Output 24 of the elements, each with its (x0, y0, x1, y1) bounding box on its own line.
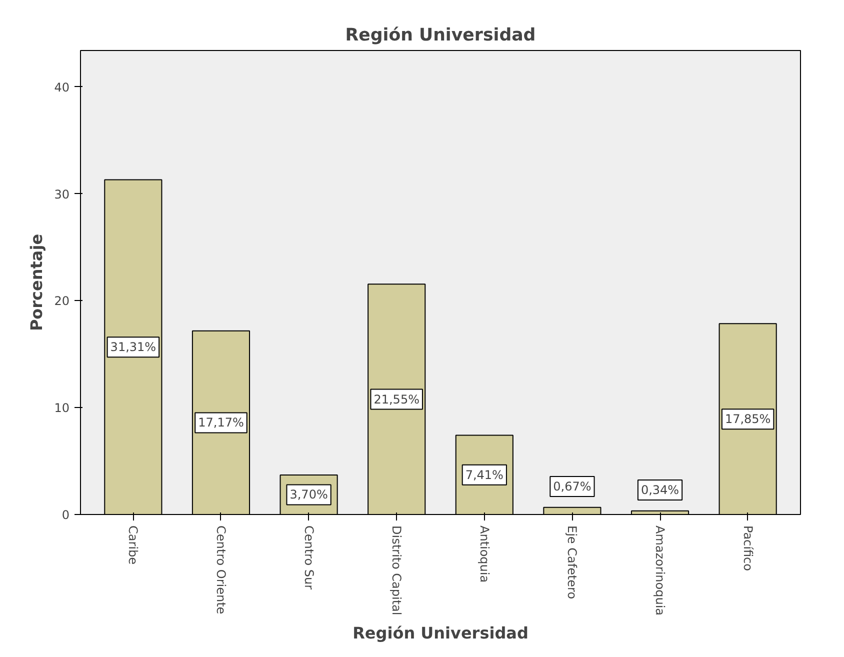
x-tick-label: Pacífico (740, 526, 755, 571)
data-label: 3,70% (290, 488, 328, 502)
x-axis-title: Región Universidad (352, 624, 528, 643)
data-label: 17,85% (724, 412, 771, 426)
chart-title: Región Universidad (345, 26, 536, 46)
x-tick-label: Eje Cafetero (565, 526, 580, 600)
data-label: 0,67% (553, 479, 592, 494)
x-tick-label: Caribe (126, 526, 140, 564)
y-tick-label: 10 (54, 401, 70, 416)
x-tick-label: Centro Sur (302, 526, 316, 590)
data-label: 17,17% (198, 416, 244, 430)
data-label: 0,34% (640, 482, 680, 497)
x-tick-label: Centro Oriente (214, 526, 228, 614)
y-tick-label: 40 (54, 80, 70, 94)
x-tick-label: Amazorinoquia (653, 526, 668, 616)
y-axis-title: Porcentaje (27, 234, 46, 332)
y-tick-label: 30 (54, 187, 70, 202)
x-tick-label: Distrito Capital (390, 526, 404, 616)
y-tick-label: 0 (62, 508, 70, 522)
y-tick-label: 20 (54, 294, 70, 308)
data-label: 21,55% (374, 392, 420, 406)
data-label: 31,31% (110, 340, 156, 354)
data-label: 7,41% (465, 468, 504, 482)
x-tick-label: Antioquia (477, 526, 492, 583)
